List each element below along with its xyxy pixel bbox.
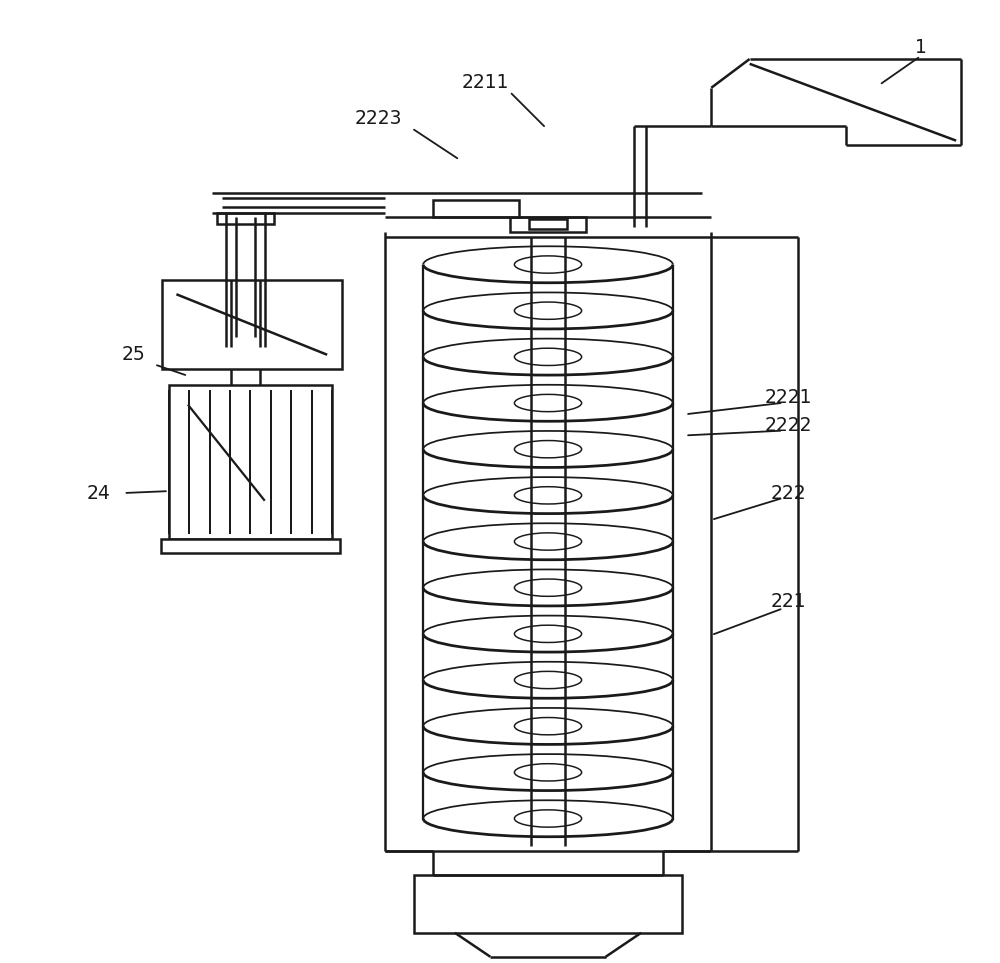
Text: 2222: 2222 — [764, 416, 812, 435]
Bar — [433, 200, 519, 218]
Bar — [162, 280, 342, 369]
Bar — [217, 213, 274, 224]
Text: 2221: 2221 — [764, 388, 812, 407]
Text: 24: 24 — [87, 483, 111, 503]
Bar — [529, 220, 567, 229]
Bar — [414, 875, 682, 933]
Text: 25: 25 — [121, 346, 145, 364]
Bar — [510, 218, 586, 232]
Text: 221: 221 — [770, 592, 806, 612]
Bar — [169, 385, 332, 539]
Text: 1: 1 — [915, 38, 927, 57]
Text: 2223: 2223 — [354, 109, 402, 128]
Text: 222: 222 — [770, 483, 806, 503]
Text: 2211: 2211 — [462, 72, 509, 91]
Bar — [161, 539, 340, 553]
